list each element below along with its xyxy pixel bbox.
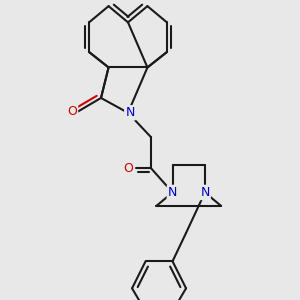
Text: N: N bbox=[125, 106, 135, 119]
Text: O: O bbox=[67, 105, 77, 118]
Text: N: N bbox=[168, 186, 177, 199]
Text: O: O bbox=[123, 162, 133, 175]
Text: N: N bbox=[200, 186, 210, 199]
